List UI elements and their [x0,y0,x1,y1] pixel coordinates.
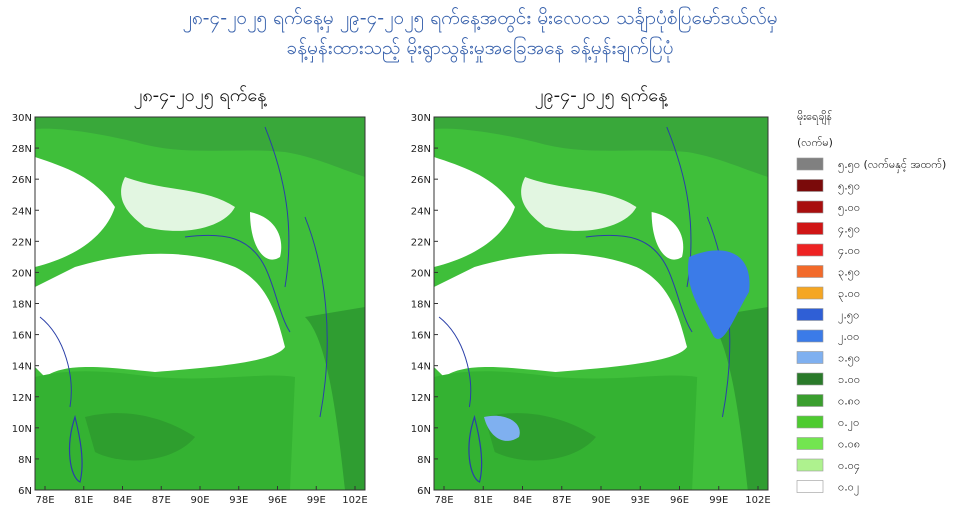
legend-label: ၃.၅၀ [838,266,860,281]
legend-swatch [796,351,824,364]
lon-tick-label: 81E [474,495,493,506]
legend-swatch [796,394,824,407]
legend-title: မိုးရေချိန် [797,110,832,125]
title-line: ခန့်မှန်းထားသည့် မိုးရွာသွန်းမှုအခြေအနေ … [286,37,674,59]
legend-label: ၅.၅၀ (လက်မနှင့် အထက်) [838,158,946,173]
legend-label: ၄.၅၀ [838,223,860,238]
lat-tick-label: 22N [12,237,32,248]
lat-tick-label: 6N [417,486,431,497]
lon-tick-label: 99E [307,495,326,506]
legend-swatch [796,286,824,300]
lat-tick-label: 24N [411,206,431,217]
legend-label: ၀.၀၂ [838,481,859,496]
legend-label: ၁.၀၀ [838,373,860,386]
legend-swatch [796,265,824,278]
lat-tick-label: 26N [411,175,431,186]
lon-tick-label: 93E [631,495,650,506]
lat-tick-label: 12N [12,393,32,404]
legend-label: ၀.၈၀ [838,395,860,408]
legend-label: ၀.၂၀ [838,416,859,431]
lat-tick-label: 26N [12,175,32,186]
legend-label: ၅.၀၀ [838,201,860,216]
legend-label: ၀.၀၄ [838,459,860,474]
legend-swatch [796,415,824,429]
lat-tick-label: 8N [18,455,32,466]
lat-tick-label: 6N [18,486,32,497]
legend-swatch [796,480,824,493]
legend-swatch [796,458,824,472]
lon-tick-label: 96E [268,495,287,506]
lon-tick-label: 78E [35,495,54,506]
lon-tick-label: 102E [342,495,367,506]
lon-tick-label: 96E [670,495,689,506]
legend-swatch [796,243,824,257]
lon-tick-label: 90E [190,495,209,506]
lat-tick-label: 8N [417,455,431,466]
lat-tick-label: 14N [411,362,431,373]
lat-tick-label: 20N [12,268,32,279]
legend-swatch [796,179,824,192]
rain-patch [484,415,520,441]
lon-tick-label: 99E [709,495,728,506]
lat-tick-label: 28N [411,144,431,155]
legend-label: ၂.၀၀ [838,330,859,345]
lon-tick-label: 81E [74,495,93,506]
lat-tick-label: 28N [12,144,32,155]
legend-unit: (လက်မ) [797,136,833,149]
lat-tick-label: 30N [411,113,431,124]
legend-label: ၄.၀၀ [838,244,860,259]
lat-tick-label: 14N [12,362,32,373]
lat-tick-label: 22N [411,237,431,248]
legend-swatch [796,222,824,235]
lon-tick-label: 78E [434,495,453,506]
lon-tick-label: 84E [113,495,132,506]
title-line: ၂၈-၄-၂၀၂၅ ရက်နေ့မှ ၂၉-၄-၂၀၂၅ ရက်နေ့အတွင်… [182,7,778,29]
lat-tick-label: 20N [411,268,431,279]
lat-tick-label: 24N [12,206,32,217]
lon-tick-label: 102E [745,495,770,506]
legend: မိုးရေချိန် (လက်မ) ၅.၅၀ (လက်မနှင့် အထက်) ၅.… [796,110,946,496]
lat-tick-label: 16N [411,331,431,342]
legend-swatch [796,308,824,321]
lon-tick-label: 84E [513,495,532,506]
map-image [34,116,366,491]
map-panel: ၂၉-၄-၂၀၂၅ ရက်နေ့ 30N 28N 26N 24N 22N 20N 18N 16N… [411,85,771,506]
legend-label: ၃.၀၀ [838,287,860,302]
legend-swatch [796,157,824,171]
lat-tick-label: 18N [12,300,32,311]
lat-tick-label: 18N [411,300,431,311]
map-title: ၂၉-၄-၂၀၂၅ ရက်နေ့ [535,85,668,109]
lon-tick-label: 87E [552,495,571,506]
legend-swatch [796,372,824,386]
legend-label: ၀.၀၈ [838,438,860,451]
legend-label: ၁.၅၀ [838,352,860,367]
rain-patch [688,250,750,339]
legend-swatch [796,329,824,343]
lat-tick-label: 16N [12,331,32,342]
map-title: ၂၈-၄-၂၀၂၅ ရက်နေ့ [134,85,267,109]
lat-tick-label: 10N [12,424,32,435]
lat-tick-label: 30N [12,113,32,124]
lon-tick-label: 90E [591,495,610,506]
legend-swatch [796,437,824,450]
lat-tick-label: 12N [411,393,431,404]
lon-tick-label: 87E [152,495,171,506]
legend-swatch [796,200,824,214]
lat-tick-label: 10N [411,424,431,435]
lon-tick-label: 93E [229,495,248,506]
legend-label: ၅.၅၀ [838,180,860,195]
map-panel: ၂၈-၄-၂၀၂၅ ရက်နေ့ 30N 28N 26N 24N 22N 20N 18N 16N… [12,85,368,506]
legend-label: ၂.၅၀ [838,309,859,324]
